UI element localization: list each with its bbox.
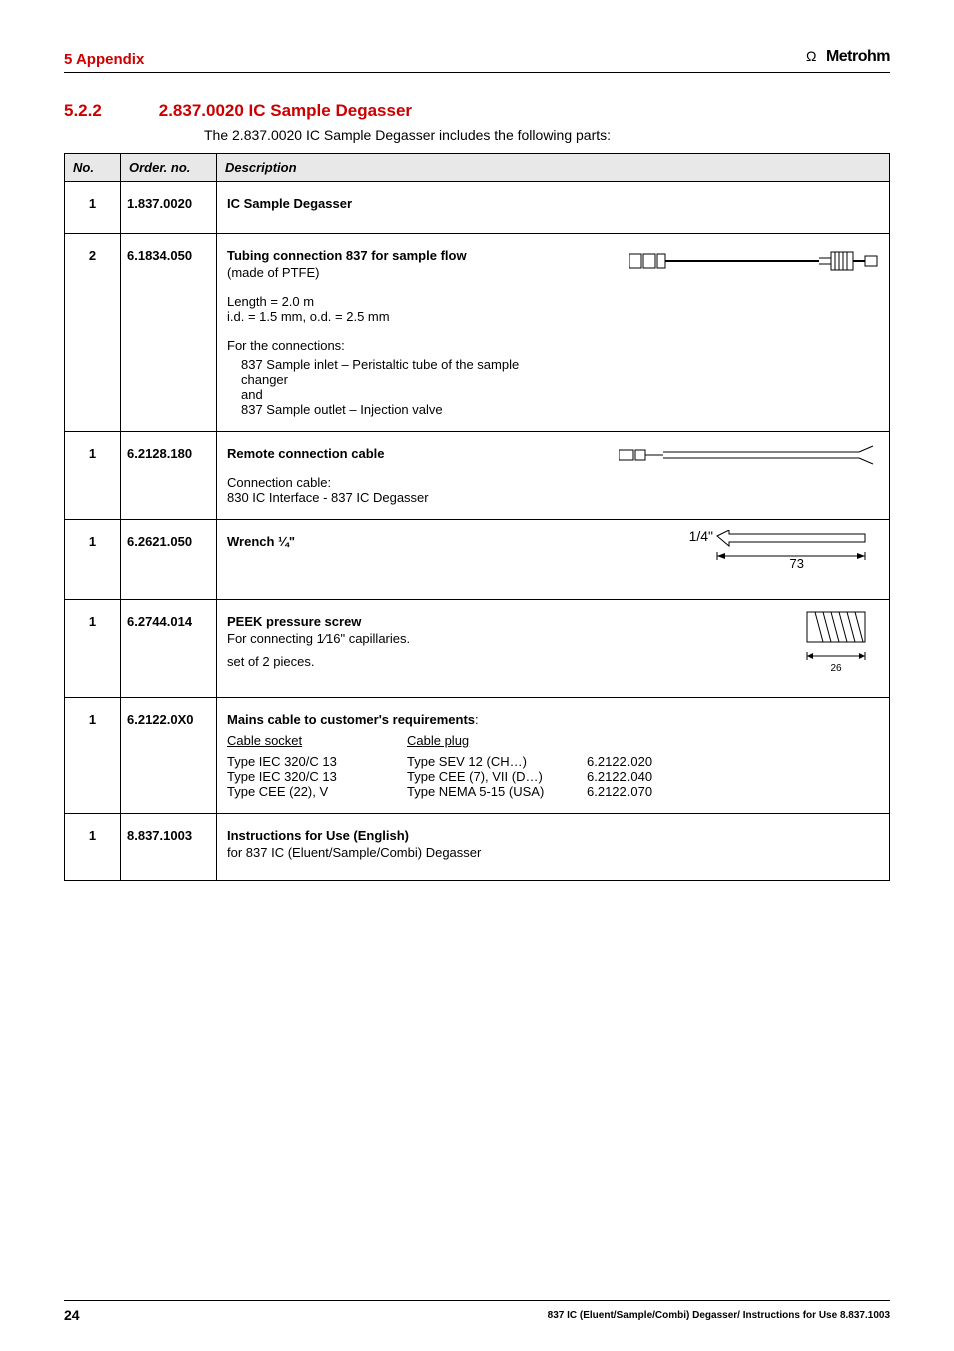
page-footer: 24 837 IC (Eluent/Sample/Combi) Degasser… <box>64 1300 890 1323</box>
cable-cell: 6.2122.020 <box>587 754 737 769</box>
table-row: 1 6.2621.050 Wrench ¼" 1/4" <box>65 520 890 600</box>
cable-cell: Type NEMA 5-15 (USA) <box>407 784 557 799</box>
cable-cell: 6.2122.040 <box>587 769 737 784</box>
cell-desc: Tubing connection 837 for sample flow (m… <box>217 234 890 432</box>
th-order: Order. no. <box>121 154 217 182</box>
desc-title: PEEK pressure screw <box>227 614 879 629</box>
cell-desc: PEEK pressure screw For connecting 1⁄16"… <box>217 600 890 698</box>
table-row: 1 8.837.1003 Instructions for Use (Engli… <box>65 814 890 881</box>
cable-cell: 6.2122.070 <box>587 784 737 799</box>
desc-title: Instructions for Use (English) <box>227 828 879 843</box>
parts-table: No. Order. no. Description 1 1.837.0020 … <box>64 153 890 881</box>
cable-cell: Type SEV 12 (CH…) <box>407 754 557 769</box>
cell-desc: Wrench ¼" 1/4" <box>217 520 890 600</box>
cell-desc: Remote connection cable Connection cable… <box>217 432 890 520</box>
cell-desc: Mains cable to customer's requirements: … <box>217 698 890 814</box>
cell-order: 6.2128.180 <box>121 432 217 520</box>
cell-no: 1 <box>65 432 121 520</box>
brand-name: Metrohm <box>826 48 890 66</box>
wrench-diagram: 1/4" 73 <box>689 530 875 571</box>
omega-icon <box>806 50 824 64</box>
cell-desc: Instructions for Use (English) for 837 I… <box>217 814 890 881</box>
cable-cell: Type IEC 320/C 13 <box>227 754 377 769</box>
cell-no: 1 <box>65 814 121 881</box>
cell-no: 1 <box>65 520 121 600</box>
desc-sub: For connecting 1⁄16" capillaries. <box>227 631 879 646</box>
brand: Metrohm <box>806 48 890 66</box>
cable-columns: Cable socket Type IEC 320/C 13 Type IEC … <box>227 733 879 799</box>
cable-icon <box>619 442 879 468</box>
col-head: Cable plug <box>407 733 557 748</box>
page: 5 Appendix Metrohm 5.2.2 2.837.0020 IC S… <box>0 0 954 1351</box>
tubing-icon <box>629 248 879 274</box>
desc-sub: for 837 IC (Eluent/Sample/Combi) Degasse… <box>227 845 879 860</box>
desc-line: Length = 2.0 m <box>227 294 879 309</box>
desc-title: Mains cable to customer's requirements <box>227 712 475 727</box>
desc-bullet: 837 Sample outlet – Injection valve <box>241 402 879 417</box>
th-no: No. <box>65 154 121 182</box>
doc-id: 837 IC (Eluent/Sample/Combi) Degasser/ I… <box>548 1310 890 1321</box>
cell-no: 1 <box>65 600 121 698</box>
table-row: 1 6.2128.180 Remote connection cable Con… <box>65 432 890 520</box>
page-number: 24 <box>64 1307 80 1323</box>
section-number: 5.2.2 <box>64 101 154 121</box>
desc-title: IC Sample Degasser <box>227 196 879 211</box>
table-row: 1 6.2744.014 PEEK pressure screw For con… <box>65 600 890 698</box>
cell-no: 1 <box>65 182 121 234</box>
section-intro: The 2.837.0020 IC Sample Degasser includ… <box>204 127 890 143</box>
desc-bullet: and <box>241 387 879 402</box>
cell-order: 6.2744.014 <box>121 600 217 698</box>
desc-line: Connection cable: <box>227 475 879 490</box>
desc-title: Tubing connection 837 for sample flow <box>227 248 467 263</box>
screw-icon <box>801 610 871 670</box>
table-row: 1 1.837.0020 IC Sample Degasser <box>65 182 890 234</box>
cell-no: 2 <box>65 234 121 432</box>
section-heading: 2.837.0020 IC Sample Degasser <box>159 101 412 120</box>
wrench-label: 1/4" <box>689 528 713 544</box>
cable-cell: Type IEC 320/C 13 <box>227 769 377 784</box>
desc-bullet: 837 Sample inlet – Peristaltic tube of t… <box>241 357 521 387</box>
cell-order: 1.837.0020 <box>121 182 217 234</box>
th-desc: Description <box>217 154 890 182</box>
desc-lead: For the connections: <box>227 338 879 353</box>
cell-desc: IC Sample Degasser <box>217 182 890 234</box>
table-row: 2 6.1834.050 Tubing connection 837 for s… <box>65 234 890 432</box>
screw-diagram: 26 <box>801 610 871 674</box>
cable-cell: Type CEE (22), V <box>227 784 377 799</box>
cell-no: 1 <box>65 698 121 814</box>
cell-order: 6.2122.0X0 <box>121 698 217 814</box>
cable-cell: Type CEE (7), VII (D…) <box>407 769 557 784</box>
desc-line: set of 2 pieces. <box>227 654 879 669</box>
page-header: 5 Appendix Metrohm <box>64 48 890 73</box>
cell-order: 6.1834.050 <box>121 234 217 432</box>
cell-order: 6.2621.050 <box>121 520 217 600</box>
cell-order: 8.837.1003 <box>121 814 217 881</box>
table-header-row: No. Order. no. Description <box>65 154 890 182</box>
table-row: 1 6.2122.0X0 Mains cable to customer's r… <box>65 698 890 814</box>
col-head: Cable socket <box>227 733 377 748</box>
desc-line: 830 IC Interface - 837 IC Degasser <box>227 490 879 505</box>
header-section: 5 Appendix <box>64 51 144 68</box>
section-title: 5.2.2 2.837.0020 IC Sample Degasser <box>64 101 890 121</box>
desc-line: i.d. = 1.5 mm, o.d. = 2.5 mm <box>227 309 879 324</box>
